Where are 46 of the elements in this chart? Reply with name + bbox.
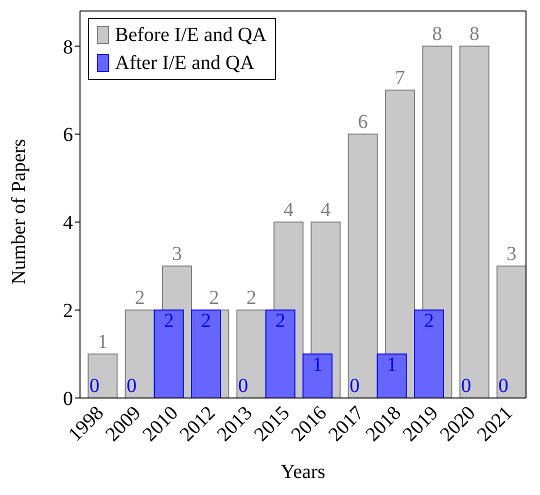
x-tick-label: 2021 xyxy=(473,402,517,446)
data-label: 0 xyxy=(461,375,472,397)
y-tick-label: 8 xyxy=(63,36,73,58)
data-label: 4 xyxy=(320,199,331,222)
legend-label: After I/E and QA xyxy=(115,51,254,76)
data-label: 1 xyxy=(312,354,323,376)
data-label: 2 xyxy=(201,310,212,332)
bar xyxy=(154,310,184,398)
bar xyxy=(376,354,407,398)
data-label: 2 xyxy=(134,287,145,310)
data-label: 0 xyxy=(90,375,100,397)
data-label: 3 xyxy=(172,243,182,266)
data-label: 7 xyxy=(395,67,406,90)
data-label: 0 xyxy=(238,375,248,397)
y-tick-label: 4 xyxy=(63,212,73,234)
data-label: 1 xyxy=(98,331,108,354)
data-label: 8 xyxy=(469,23,480,46)
bar xyxy=(88,354,118,398)
bar xyxy=(414,310,444,398)
y-tick-label: 2 xyxy=(63,300,73,322)
data-label: 2 xyxy=(424,310,434,332)
data-label: 0 xyxy=(350,375,360,397)
bar xyxy=(236,310,266,398)
data-label: 4 xyxy=(284,199,294,222)
bar xyxy=(265,310,296,398)
bar xyxy=(191,310,222,398)
bar xyxy=(302,354,333,398)
legend-label: Before I/E and QA xyxy=(115,23,267,48)
data-label: 0 xyxy=(126,375,137,397)
data-label: 2 xyxy=(164,310,174,332)
bar xyxy=(348,134,378,398)
data-label: 2 xyxy=(209,287,220,310)
x-axis-title: Years xyxy=(280,461,326,483)
y-tick-label: 6 xyxy=(63,124,73,146)
data-label: 0 xyxy=(498,375,508,397)
data-label: 3 xyxy=(506,243,517,266)
data-label: 1 xyxy=(386,354,397,376)
data-label: 2 xyxy=(275,310,286,332)
bar xyxy=(459,46,490,398)
data-label: 2 xyxy=(246,287,256,310)
bar xyxy=(124,310,155,398)
data-label: 6 xyxy=(358,111,368,134)
data-label: 8 xyxy=(432,23,442,46)
y-tick-label: 0 xyxy=(63,388,73,410)
y-axis-title: Number of Papers xyxy=(8,138,30,284)
bar xyxy=(496,266,527,398)
